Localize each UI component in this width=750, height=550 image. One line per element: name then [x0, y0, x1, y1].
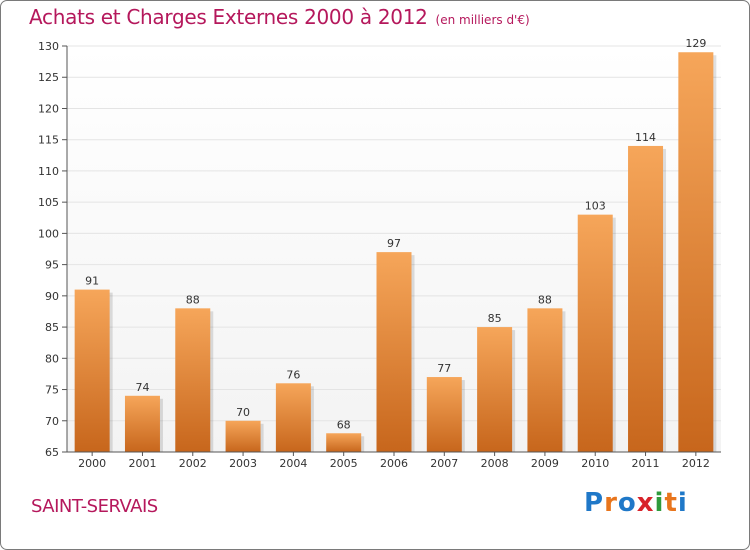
bar-value-label: 85: [488, 312, 502, 325]
title-main: Achats et Charges Externes 2000 à 2012: [29, 5, 428, 29]
title-unit: (en milliers d'€): [435, 13, 530, 27]
y-tick-label: 100: [38, 227, 59, 240]
y-tick-label: 115: [38, 134, 59, 147]
brand-letter: o: [617, 488, 637, 518]
bar-value-label: 74: [135, 381, 149, 394]
bar: [628, 145, 664, 452]
brand-letter: r: [604, 488, 618, 518]
bar: [577, 214, 613, 452]
y-tick-label: 130: [38, 40, 59, 53]
bar-value-label: 114: [635, 131, 656, 144]
bar: [175, 308, 211, 452]
x-tick-label: 2009: [531, 457, 559, 470]
y-tick-label: 105: [38, 196, 59, 209]
bar-value-label: 76: [286, 368, 300, 381]
x-tick-label: 2003: [229, 457, 257, 470]
x-tick-label: 2006: [380, 457, 408, 470]
x-tick-label: 2010: [581, 457, 609, 470]
y-tick-label: 110: [38, 165, 59, 178]
bar: [477, 327, 513, 452]
brand-letter: i: [654, 488, 665, 518]
bar-value-label: 91: [85, 275, 99, 288]
x-tick-label: 2012: [682, 457, 710, 470]
y-tick-label: 85: [45, 321, 59, 334]
bar: [124, 395, 160, 452]
y-tick-label: 125: [38, 71, 59, 84]
x-tick-label: 2007: [430, 457, 458, 470]
bar-value-label: 68: [337, 418, 351, 431]
brand-letter: i: [677, 488, 688, 518]
bar: [275, 383, 311, 452]
y-tick-label: 90: [45, 290, 59, 303]
bar: [225, 420, 261, 452]
axes: 65 70 75 80 85 90 95 100 105 110 115 120 125 130 2000 2…: [38, 40, 721, 470]
bar-value-label: 129: [685, 37, 706, 50]
chart-title: Achats et Charges Externes 2000 à 2012 (e…: [29, 5, 530, 29]
y-tick-label: 65: [45, 446, 59, 459]
bar: [74, 289, 110, 452]
bar: [376, 252, 412, 452]
y-tick-label: 70: [45, 415, 59, 428]
y-tick-label: 75: [45, 384, 59, 397]
x-tick-label: 2001: [128, 457, 156, 470]
location-label: SAINT-SERVAIS: [31, 496, 158, 517]
bar: [527, 308, 563, 452]
y-tick-label: 95: [45, 259, 59, 272]
x-tick-label: 2000: [78, 457, 106, 470]
x-tick-label: 2008: [481, 457, 509, 470]
x-tick-label: 2005: [330, 457, 358, 470]
brand-letter: x: [636, 488, 655, 518]
x-tick-label: 2011: [632, 457, 660, 470]
y-tick-label: 80: [45, 352, 59, 365]
bar-value-label: 103: [585, 200, 606, 213]
brand-logo: Proxiti: [584, 488, 688, 518]
bars: 91 74 88 70 76 68 97 77 85 88 103 114 129: [74, 37, 717, 452]
bar-value-label: 70: [236, 406, 250, 419]
bar-value-label: 77: [437, 362, 451, 375]
bar-value-label: 88: [186, 293, 200, 306]
bar-value-label: 88: [538, 293, 552, 306]
bar-value-label: 97: [387, 237, 401, 250]
brand-letter: P: [584, 488, 605, 518]
bar: [678, 52, 714, 452]
brand-letter: t: [664, 488, 678, 518]
y-tick-label: 120: [38, 102, 59, 115]
bar: [326, 433, 362, 452]
x-tick-label: 2002: [179, 457, 207, 470]
x-tick-label: 2004: [279, 457, 307, 470]
bar: [426, 377, 462, 452]
bar-chart: 91 74 88 70 76 68 97 77 85 88 103 114 129 65 70 75 80 85…: [38, 37, 721, 470]
